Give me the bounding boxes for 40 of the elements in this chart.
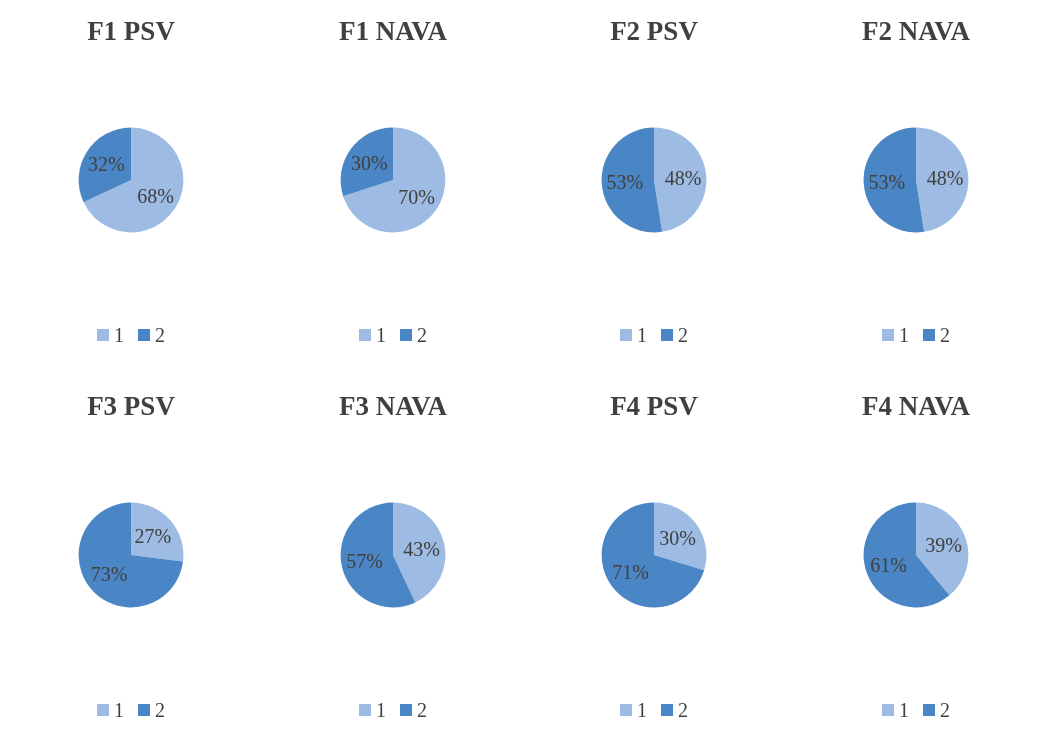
legend-label: 2 xyxy=(416,699,427,721)
data-label: 39% xyxy=(924,534,962,557)
legend-label: 1 xyxy=(114,324,124,346)
legend-label: 2 xyxy=(155,699,165,721)
legend-label: 1 xyxy=(637,324,647,346)
chart-title: F2 NAVA xyxy=(861,15,970,46)
data-label: 27% xyxy=(134,524,172,547)
legend-label: 2 xyxy=(678,699,688,721)
chart-title: F1 PSV xyxy=(87,15,176,46)
legend-label: 1 xyxy=(898,324,909,346)
chart-title: F3 NAVA xyxy=(338,390,447,421)
data-label: 68% xyxy=(137,184,174,207)
chart-title: F4 PSV xyxy=(610,390,699,421)
data-label: 30% xyxy=(659,526,696,549)
chart-title: F1 NAVA xyxy=(338,15,447,46)
legend-label: 2 xyxy=(416,324,427,346)
data-label: 53% xyxy=(606,171,644,194)
legend-label: 2 xyxy=(678,324,688,346)
data-label: 71% xyxy=(612,561,649,584)
legend-label: 2 xyxy=(155,324,165,346)
legend-label: 1 xyxy=(898,699,909,721)
data-label: 61% xyxy=(869,553,907,576)
chart-title: F3 PSV xyxy=(87,390,176,421)
data-label: 32% xyxy=(88,153,125,176)
data-label: 48% xyxy=(926,166,963,189)
chart-title: F2 PSV xyxy=(610,15,699,46)
data-label: 53% xyxy=(868,171,905,194)
chart-title: F4 NAVA xyxy=(861,390,970,421)
legend-label: 1 xyxy=(375,699,386,721)
legend-label: 2 xyxy=(939,324,950,346)
legend-label: 2 xyxy=(939,699,950,721)
data-label: 70% xyxy=(397,186,435,209)
data-label: 73% xyxy=(90,563,128,586)
data-label: 30% xyxy=(350,151,388,174)
legend-label: 1 xyxy=(637,699,647,721)
data-label: 48% xyxy=(664,166,702,189)
legend-label: 1 xyxy=(114,699,124,721)
data-label: 57% xyxy=(345,550,383,573)
data-label: 43% xyxy=(402,537,440,560)
legend-label: 1 xyxy=(375,324,386,346)
